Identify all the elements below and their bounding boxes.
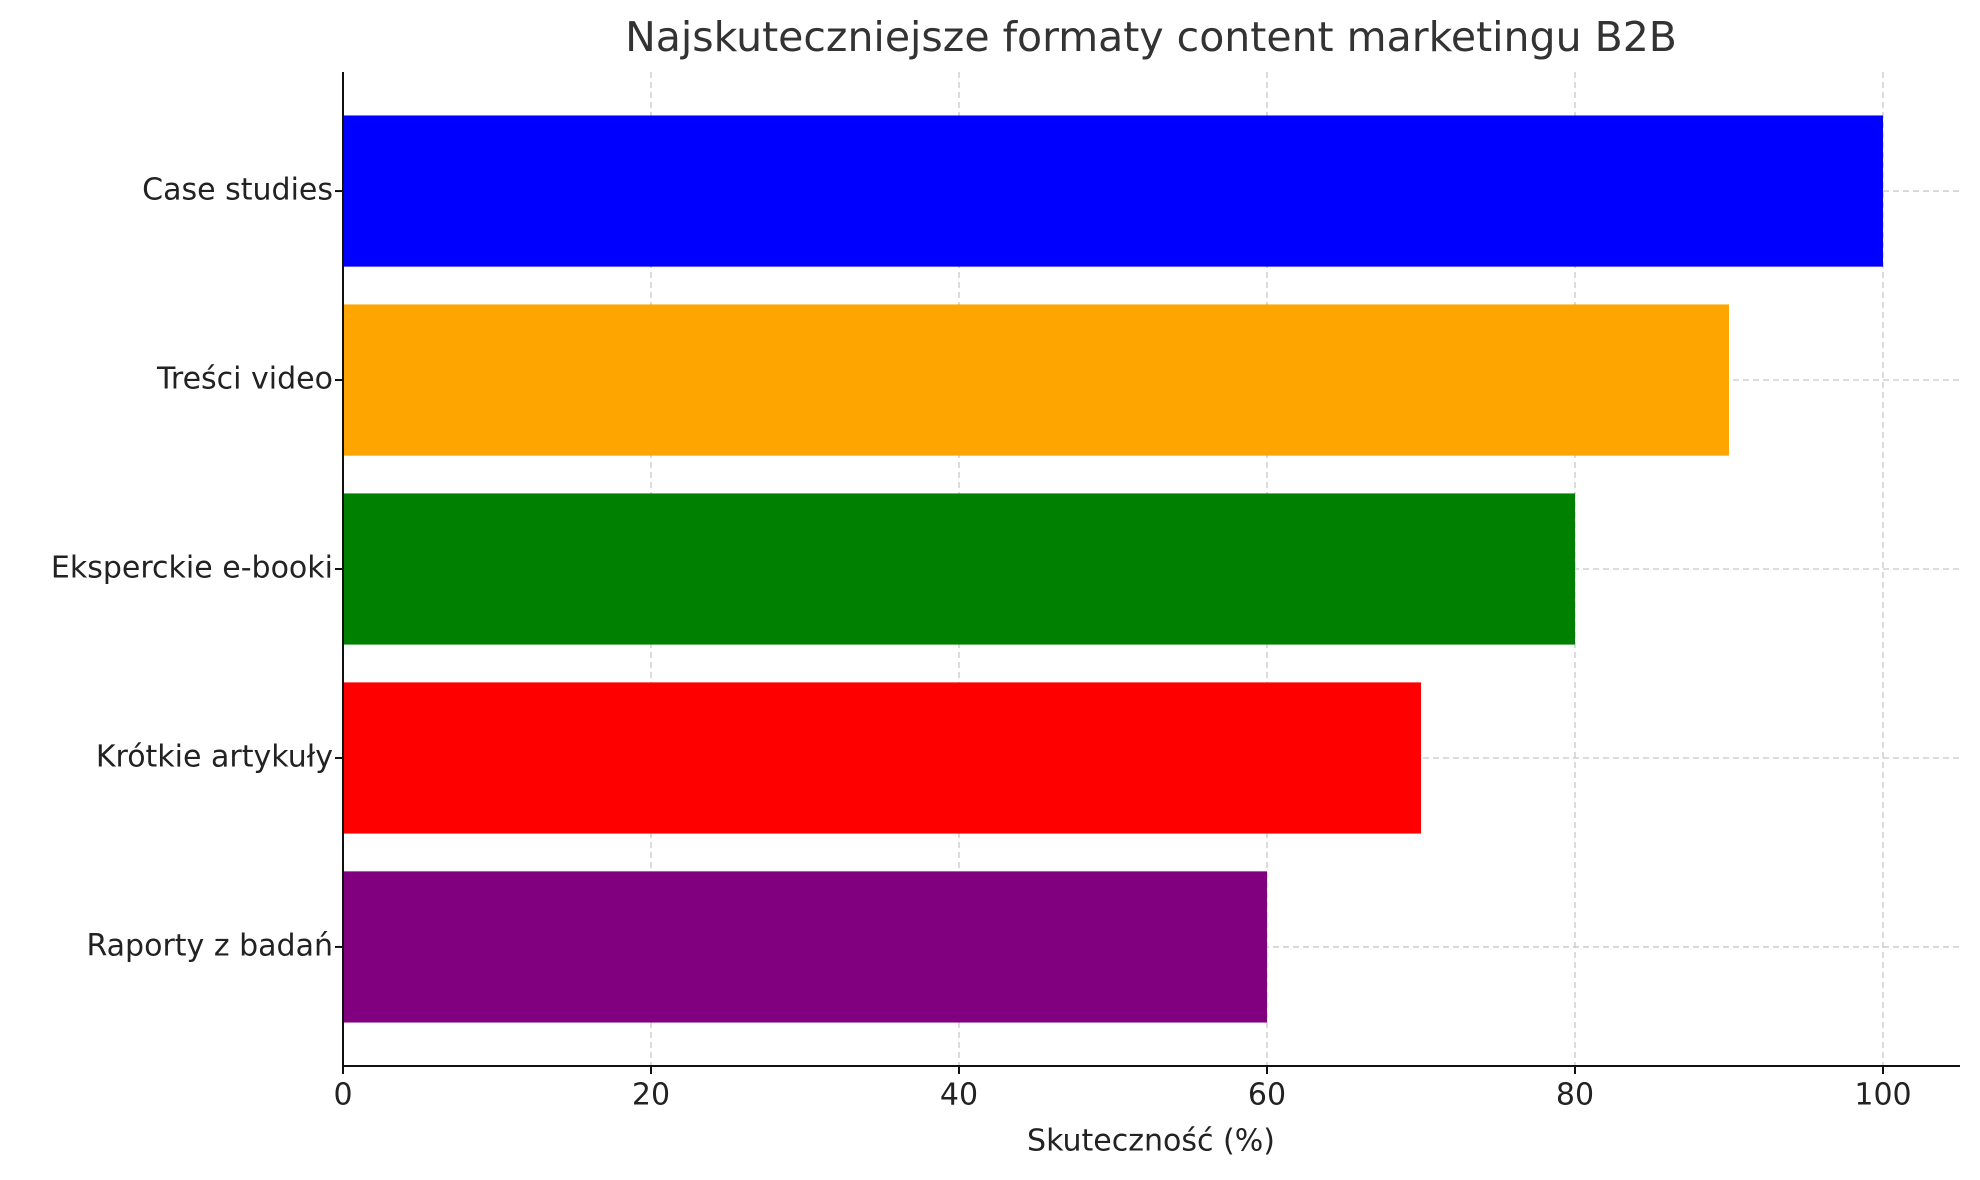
x-tick-label: 100 xyxy=(1854,1078,1911,1113)
chart-title: Najskuteczniejsze formaty content market… xyxy=(625,13,1677,61)
y-tick-label: Raporty z badań xyxy=(86,928,333,963)
x-tick-label: 40 xyxy=(940,1078,978,1113)
x-axis-label: Skuteczność (%) xyxy=(1027,1124,1275,1159)
bar xyxy=(343,115,1883,267)
y-tick-label: Case studies xyxy=(142,173,333,208)
bar xyxy=(343,304,1729,456)
x-tick-label: 20 xyxy=(632,1078,670,1113)
y-tick-label: Treści video xyxy=(156,362,333,397)
x-tick-label: 0 xyxy=(333,1078,352,1113)
bar xyxy=(343,682,1421,834)
x-tick-label: 80 xyxy=(1556,1078,1594,1113)
y-tick-label: Krótkie artykuły xyxy=(96,739,333,774)
bar xyxy=(343,493,1575,645)
x-tick-label: 60 xyxy=(1248,1078,1286,1113)
bar xyxy=(343,871,1267,1023)
y-tick-label: Eksperckie e-booki xyxy=(51,551,333,586)
